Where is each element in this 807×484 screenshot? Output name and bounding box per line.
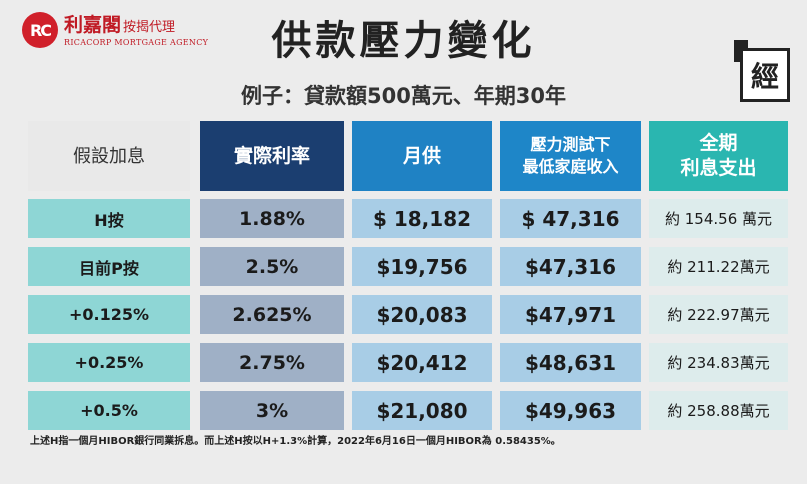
row-rate: 1.88%	[200, 199, 344, 238]
header-min-income: 壓力測試下 最低家庭收入	[500, 121, 641, 191]
page-subtitle: 例子：貸款額500萬元、年期30年	[240, 84, 567, 108]
row-label: +0.25%	[28, 343, 190, 382]
row-label: H按	[28, 199, 190, 238]
row-interest: 約 154.56 萬元	[649, 199, 788, 238]
header-monthly-payment: 月供	[352, 121, 492, 191]
row-min-income: $48,631	[500, 343, 641, 382]
brand-name-en: RICACORP MORTGAGE AGENCY	[64, 38, 209, 47]
row-rate: 2.625%	[200, 295, 344, 334]
publisher-badge: 經	[740, 48, 790, 102]
row-rate: 2.75%	[200, 343, 344, 382]
footnote: 上述H指一個月HIBOR銀行同業拆息。而上述H按以H+1.3%計算，2022年6…	[30, 436, 561, 447]
brand-name-cn: 利嘉閣 按揭代理	[64, 10, 175, 37]
brand-logo: RC 利嘉閣 按揭代理 RICACORP MORTGAGE AGENCY	[22, 10, 222, 54]
row-interest: 約 258.88萬元	[649, 391, 788, 430]
row-payment: $21,080	[352, 391, 492, 430]
row-min-income: $ 47,316	[500, 199, 641, 238]
row-label: +0.125%	[28, 295, 190, 334]
row-min-income: $47,316	[500, 247, 641, 286]
row-min-income: $47,971	[500, 295, 641, 334]
header-assumed-hike: 假設加息	[28, 121, 190, 191]
brand-name-sub: 按揭代理	[123, 20, 176, 35]
brand-mark-icon: RC	[22, 12, 58, 48]
row-payment: $19,756	[352, 247, 492, 286]
row-interest: 約 222.97萬元	[649, 295, 788, 334]
row-label: +0.5%	[28, 391, 190, 430]
brand-name-main: 利嘉閣	[64, 14, 122, 36]
row-label: 目前P按	[28, 247, 190, 286]
page-title: 供款壓力變化	[271, 18, 536, 64]
row-interest: 約 211.22萬元	[649, 247, 788, 286]
row-interest: 約 234.83萬元	[649, 343, 788, 382]
header-actual-rate: 實際利率	[200, 121, 344, 191]
row-rate: 2.5%	[200, 247, 344, 286]
row-payment: $ 18,182	[352, 199, 492, 238]
row-min-income: $49,963	[500, 391, 641, 430]
header-total-interest: 全期 利息支出	[649, 121, 788, 191]
row-payment: $20,083	[352, 295, 492, 334]
row-payment: $20,412	[352, 343, 492, 382]
row-rate: 3%	[200, 391, 344, 430]
